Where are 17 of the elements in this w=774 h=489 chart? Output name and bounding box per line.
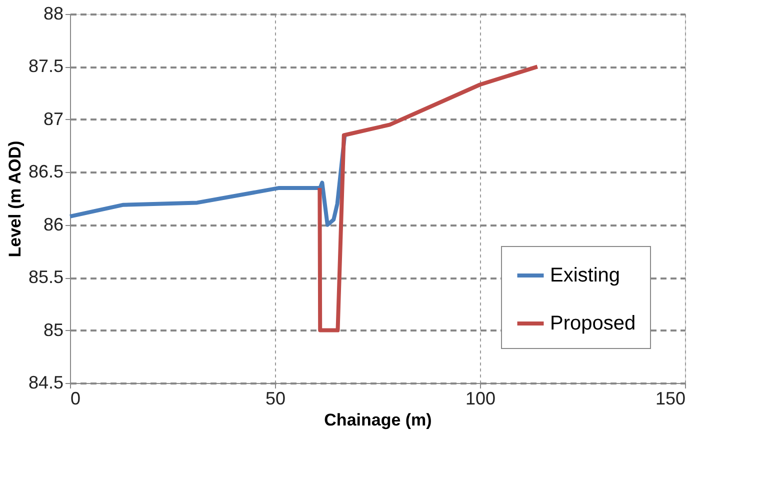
y-tick-label: 86.5 — [28, 162, 64, 182]
line-series — [318, 64, 540, 332]
y-tick-label: 88 — [43, 4, 64, 24]
x-tick-label: 100 — [465, 388, 496, 408]
y-tick-label: 85.5 — [28, 267, 64, 288]
y-tick-label: 85 — [43, 320, 64, 340]
y-tick-label: 86 — [43, 214, 64, 234]
y-tick-label: 87 — [43, 108, 64, 129]
y-tick-label: 87.5 — [28, 56, 64, 76]
legend-label: Existing — [550, 264, 620, 286]
y-tick-label: 84.5 — [28, 372, 64, 392]
x-tick-label: 50 — [265, 388, 286, 408]
x-axis-title: Chainage (m) — [324, 410, 432, 430]
x-tick-label: 0 — [70, 388, 81, 408]
y-axis-title: Level (m AOD) — [5, 140, 24, 258]
x-tick-label: 150 — [655, 388, 686, 408]
legend-label: Proposed — [550, 312, 636, 334]
